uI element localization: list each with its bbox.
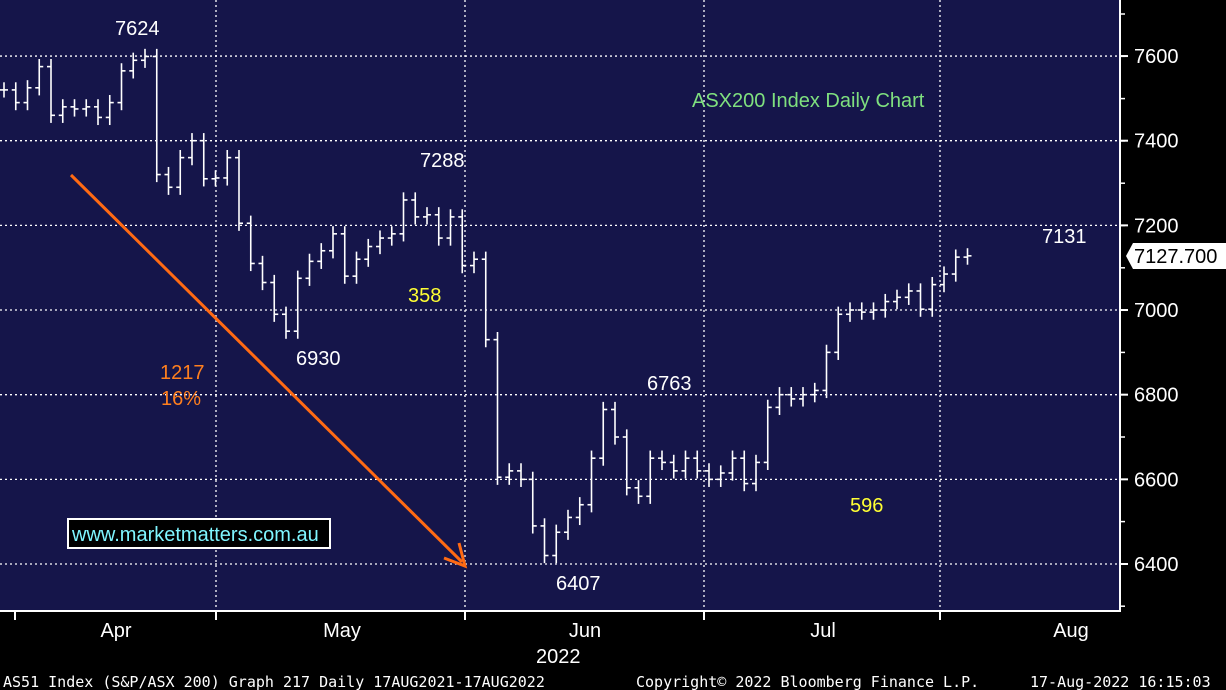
footer-copyright: Copyright© 2022 Bloomberg Finance L.P.	[636, 673, 979, 690]
watermark-box	[67, 518, 331, 549]
peak-label: 7624	[115, 18, 160, 40]
recent-high-label: 7131	[1042, 226, 1087, 248]
y-axis-panel	[1120, 0, 1226, 610]
y-axis-ticks: 6400 6600 6800 7000 7200 7400 7600	[1120, 13, 1179, 607]
high1-label: 7288	[420, 150, 465, 172]
decline-percent-label: 16%	[161, 388, 201, 410]
y-tick-label: 7200	[1134, 215, 1179, 237]
rally1-label: 358	[408, 285, 441, 307]
rally2-label: 596	[850, 495, 883, 517]
y-tick-label: 6400	[1134, 554, 1179, 576]
plot-area	[0, 0, 1120, 610]
last-price-label: 7127.700	[1134, 246, 1217, 268]
x-tick-label: Aug	[1053, 620, 1089, 642]
footer-timestamp: 17-Aug-2022 16:15:03	[1030, 673, 1211, 690]
decline-points-label: 1217	[160, 362, 205, 384]
low1-label: 6930	[296, 348, 341, 370]
y-tick-label: 7400	[1134, 131, 1179, 153]
low2-label: 6407	[556, 573, 601, 595]
y-tick-label: 6800	[1134, 385, 1179, 407]
gridlines	[0, 0, 1120, 610]
y-tick-label: 7000	[1134, 300, 1179, 322]
high2-label: 6763	[647, 373, 692, 395]
x-tick-label: Jun	[569, 620, 601, 642]
decline-arrow	[69, 173, 468, 569]
y-tick-label: 6600	[1134, 469, 1179, 491]
chart-title: ASX200 Index Daily Chart	[692, 90, 925, 112]
last-price-tag	[1126, 243, 1226, 269]
x-tick-label: May	[323, 620, 361, 642]
x-tick-label: Jul	[810, 620, 836, 642]
x-axis-ticks: Apr May Jun Jul Aug	[14, 611, 1089, 642]
watermark-text: www.marketmatters.com.au	[71, 524, 319, 546]
price-bars	[0, 48, 972, 564]
x-tick-label: Apr	[100, 620, 131, 642]
y-tick-label: 7600	[1134, 46, 1179, 68]
x-axis-year-label: 2022	[536, 646, 581, 668]
footer-security: AS51 Index (S&P/ASX 200) Graph 217 Daily…	[3, 673, 545, 690]
